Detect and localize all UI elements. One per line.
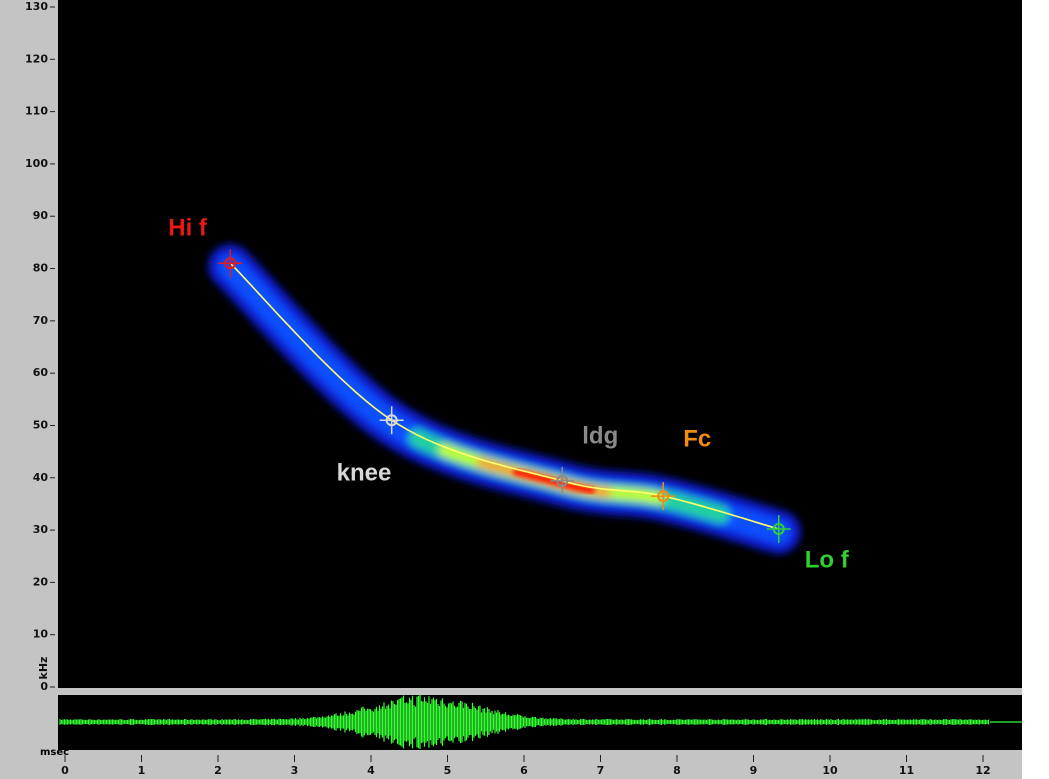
y-tick-label: 130 [25,0,48,13]
x-tick-label: 6 [520,764,528,777]
y-tick-label: 60 [33,366,49,379]
x-tick-label: 10 [822,764,838,777]
y-tick-label: 30 [33,523,49,536]
point-label: Lo f [805,546,850,573]
y-tick-label: 100 [25,157,48,170]
x-tick-label: 2 [214,764,222,777]
y-tick-label: 110 [25,105,48,118]
y-tick-label: 40 [33,471,49,484]
x-tick-label: 9 [750,764,758,777]
y-tick-label: 20 [33,575,49,588]
y-tick-label: 50 [33,418,49,431]
plot-area [58,0,1022,688]
x-tick-label: 0 [61,764,69,777]
y-tick-label: 90 [33,209,49,222]
point-label: Fc [683,425,711,452]
x-tick-label: 5 [444,764,452,777]
x-tick-label: 8 [673,764,681,777]
point-label: ldg [582,422,618,449]
x-tick-label: 1 [138,764,146,777]
x-tick-label: 11 [899,764,914,777]
point-label: knee [337,460,392,487]
x-tick-label: 3 [291,764,299,777]
y-tick-label: 0 [40,680,48,693]
x-tick-label: 12 [975,764,990,777]
chart: kHz msec 0102030405060708090100110120130… [0,0,1049,779]
y-axis-label: kHz [37,657,50,680]
y-tick-label: 120 [25,52,48,65]
x-tick-label: 7 [597,764,605,777]
x-tick-label: 4 [367,764,375,777]
y-tick-label: 80 [33,262,49,275]
point-label: Hi f [168,215,208,242]
y-tick-label: 10 [33,628,49,641]
y-tick-label: 70 [33,314,49,327]
